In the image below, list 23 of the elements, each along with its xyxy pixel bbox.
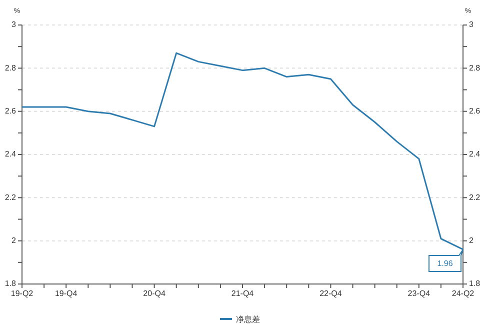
y-tick-label: 2 <box>12 236 17 245</box>
x-tick-label: 22-Q4 <box>320 289 342 298</box>
y2-tick-label: 2 <box>469 236 474 245</box>
x-tick-label: 19-Q4 <box>54 289 78 298</box>
x-tick-label: 19-Q2 <box>10 289 34 298</box>
y-tick-label: 2.2 <box>4 192 17 202</box>
y-tick-label: 2.6 <box>4 106 17 116</box>
data-label: 1.96 <box>437 259 454 268</box>
y-tick-label: 2.4 <box>4 150 17 159</box>
y2-tick-label: 1.8 <box>469 279 481 288</box>
x-tick-label: 24-Q2 <box>452 289 475 298</box>
y2-tick-label: 2.4 <box>469 150 481 159</box>
x-tick-label: 20-Q4 <box>143 289 166 298</box>
y-tick-label: 1.8 <box>4 279 17 288</box>
x-tick-label: 21-Q4 <box>231 289 254 298</box>
legend-label: 净息差 <box>236 315 260 324</box>
y2-tick-label: 2.2 <box>469 192 481 202</box>
y2-tick-label: 2.6 <box>469 106 481 116</box>
y-tick-label: 2.8 <box>4 63 17 72</box>
y2-tick-label: 3 <box>469 20 474 30</box>
y2-tick-label: 2.8 <box>469 63 481 72</box>
y-tick-label: 3 <box>12 20 17 30</box>
x-tick-label: 23-Q4 <box>408 289 431 298</box>
